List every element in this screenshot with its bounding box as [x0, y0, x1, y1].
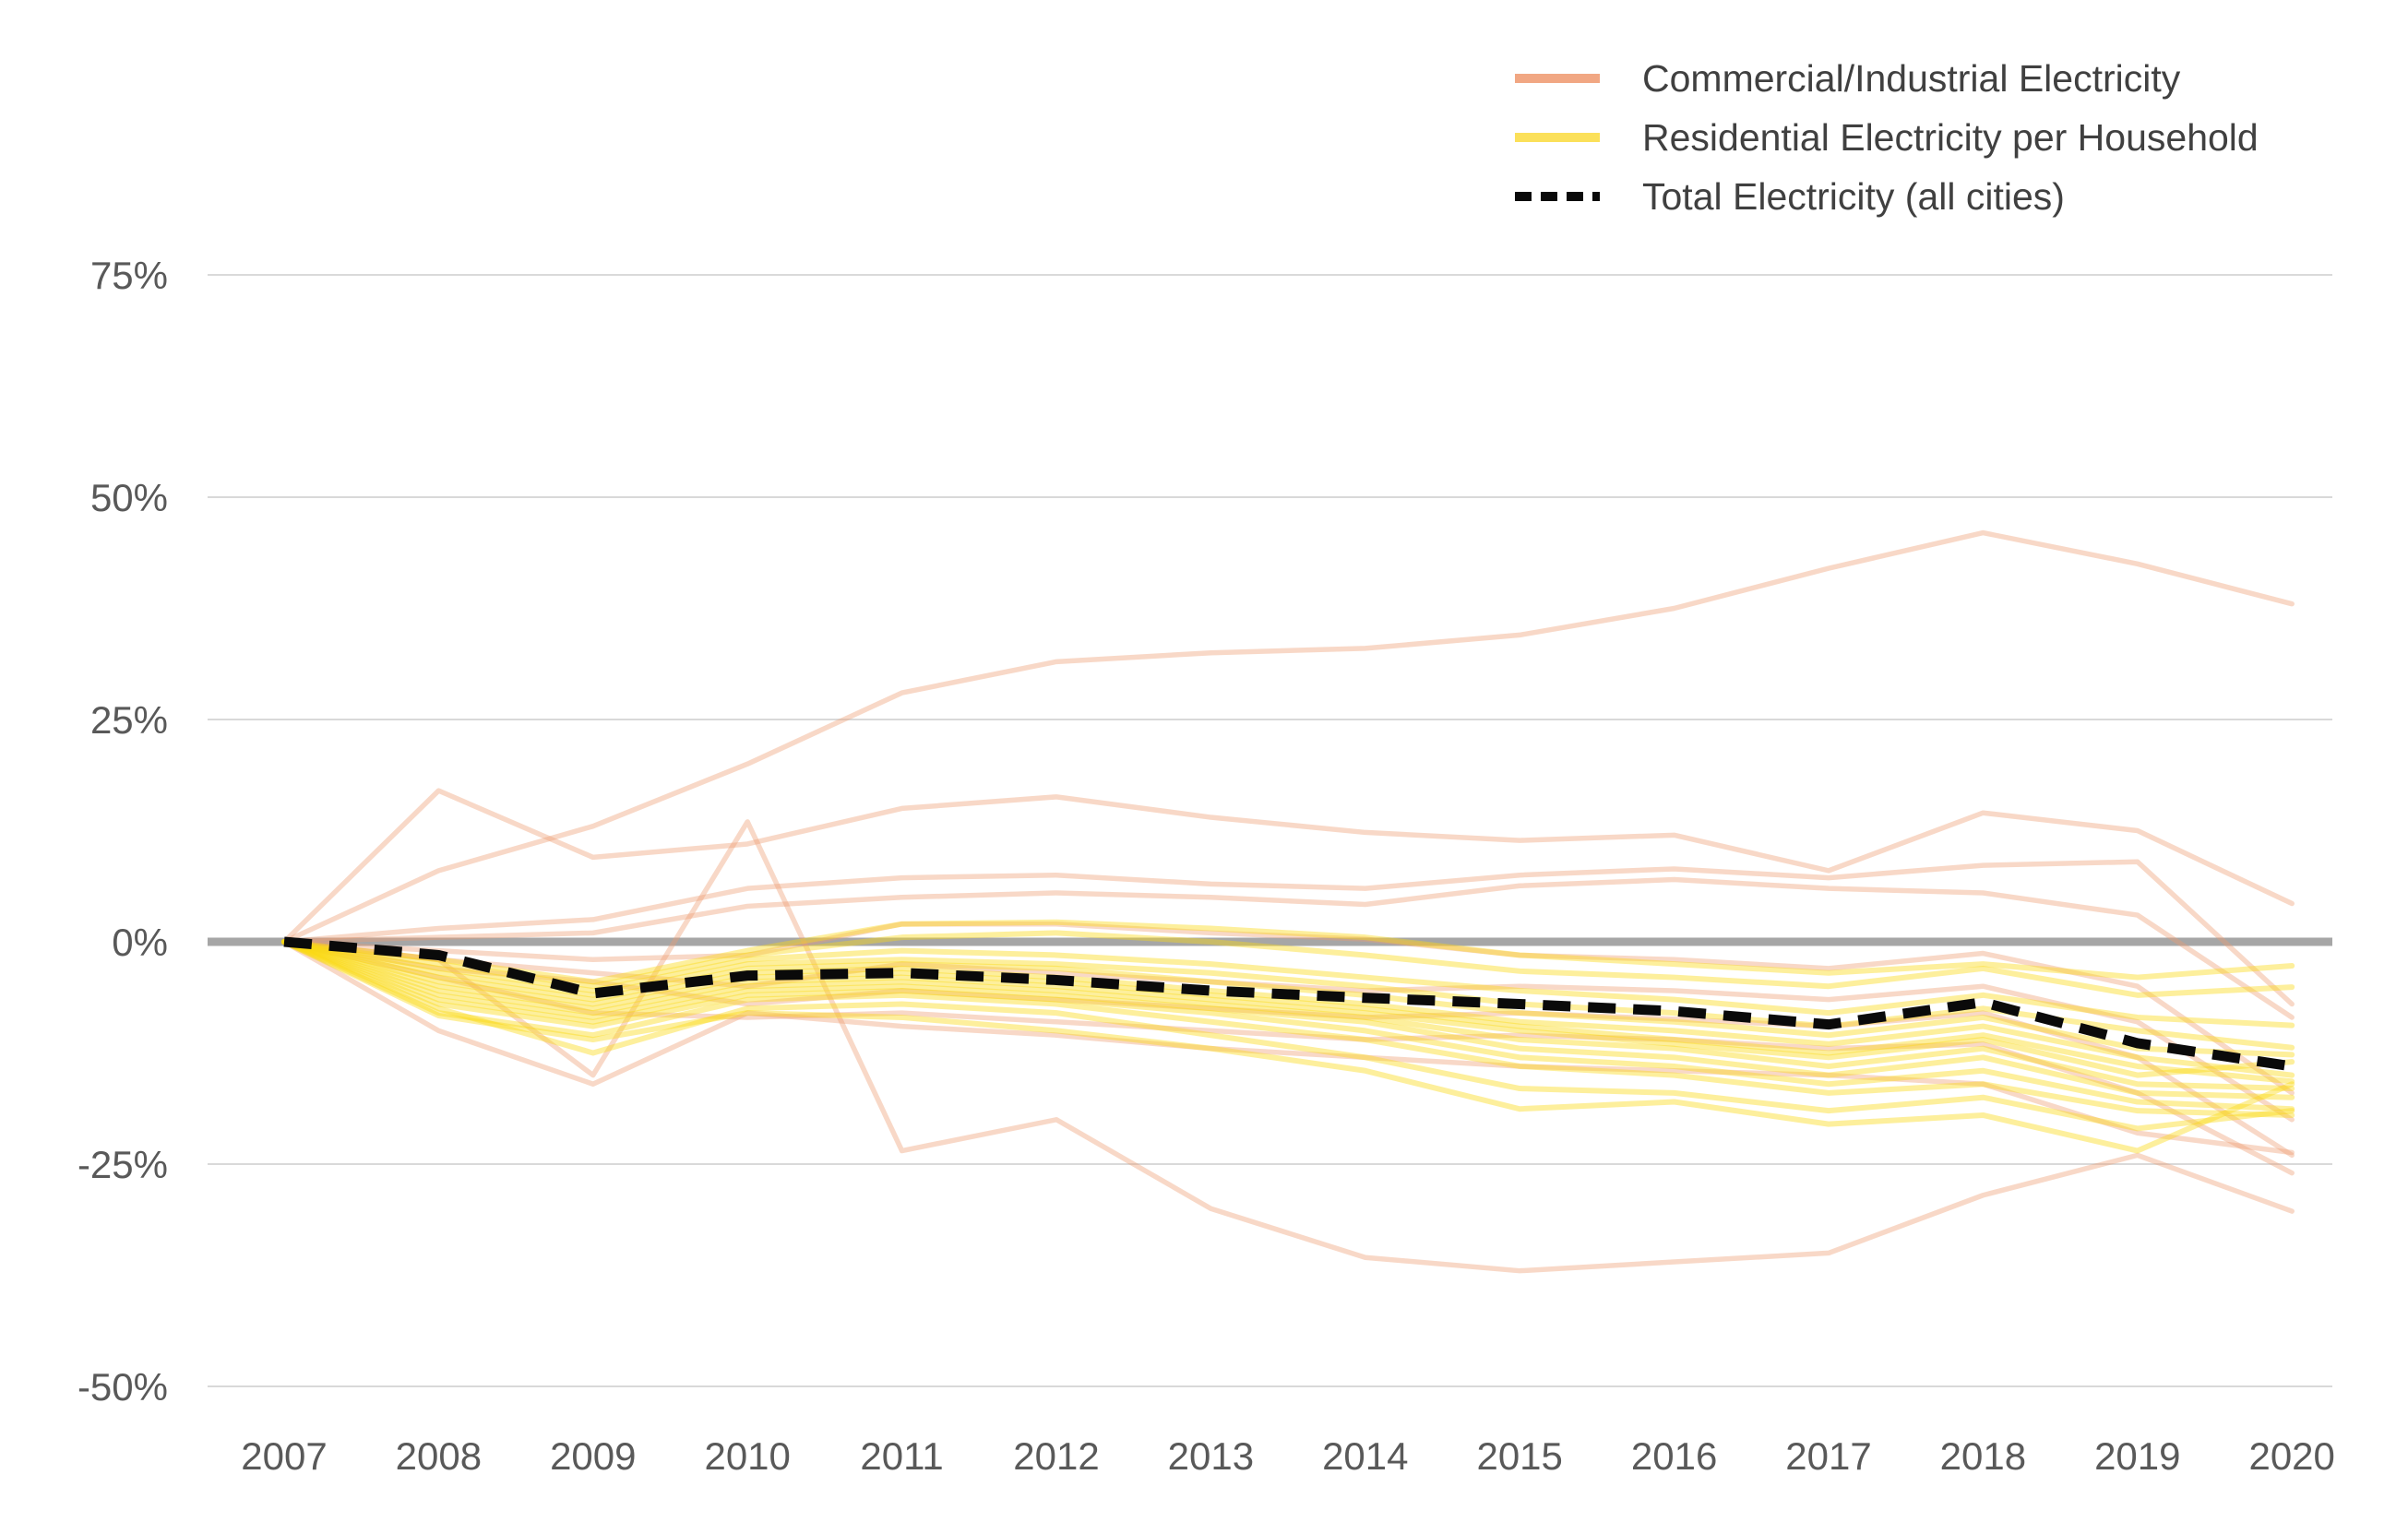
legend-label-total: Total Electricity (all cities)	[1642, 175, 2065, 218]
residential-line-11	[281, 939, 2295, 1112]
commercial-line-8	[281, 939, 2295, 1176]
total-dashed-line-swatch-icon	[1515, 192, 1600, 201]
legend-item-residential: Residential Electricity per Household	[1513, 114, 2259, 161]
y-axis-tick-label: 50%	[90, 476, 168, 519]
x-axis-tick-label: 2012	[1013, 1434, 1099, 1478]
commercial-line-9	[281, 939, 2295, 1156]
x-axis-tick-label: 2018	[1940, 1434, 2026, 1478]
commercial-line-10	[281, 819, 2295, 1274]
total-line	[283, 936, 2294, 1072]
residential-line-7	[281, 939, 2295, 1085]
residential-line-2	[281, 930, 2295, 998]
residential-line-swatch-icon	[1515, 133, 1600, 142]
x-axis-tick-label: 2008	[396, 1434, 482, 1478]
y-axis-tick-label: 75%	[90, 254, 168, 297]
chart-legend: Commercial/Industrial Electricity Reside…	[1513, 55, 2259, 220]
commercial-line-4	[281, 876, 2295, 1020]
y-axis-tick-label: -25%	[77, 1143, 168, 1186]
residential-line-8	[281, 939, 2295, 1078]
x-axis-tick-label: 2009	[550, 1434, 636, 1478]
residential-line-13	[281, 939, 2295, 1132]
x-axis-tick-label: 2016	[1631, 1434, 1717, 1478]
commercial-line-2	[281, 788, 2295, 945]
commercial-line-swatch-icon	[1515, 74, 1600, 83]
residential-line-14	[281, 939, 2295, 1154]
y-axis-tick-label: -50%	[77, 1365, 168, 1409]
residential-line-12	[281, 939, 2295, 1118]
residential-line-9	[281, 939, 2295, 1092]
x-axis-tick-label: 2020	[2248, 1434, 2334, 1478]
y-axis-tick-label: 0%	[112, 921, 168, 964]
x-axis-tick-label: 2007	[241, 1434, 327, 1478]
commercial-line-3	[281, 859, 2295, 1007]
legend-label-commercial: Commercial/Industrial Electricity	[1642, 57, 2181, 100]
commercial-line-5	[281, 921, 2295, 1096]
x-axis-tick-label: 2011	[860, 1434, 943, 1478]
x-axis-tick-label: 2010	[704, 1434, 790, 1478]
y-axis-tick-label: 25%	[90, 698, 168, 742]
legend-item-total: Total Electricity (all cities)	[1513, 173, 2259, 220]
residential-line-1	[281, 919, 2295, 985]
legend-label-residential: Residential Electricity per Household	[1642, 116, 2259, 159]
x-axis-tick-label: 2015	[1476, 1434, 1562, 1478]
x-axis-tick-label: 2017	[1785, 1434, 1871, 1478]
x-axis-tick-label: 2014	[1322, 1434, 1408, 1478]
commercial-line-1	[281, 529, 2295, 945]
x-axis-tick-label: 2019	[2094, 1434, 2180, 1478]
residential-line-10	[281, 939, 2295, 1100]
x-axis-tick-label: 2013	[1168, 1434, 1254, 1478]
commercial-line-6	[281, 939, 2295, 1123]
legend-item-commercial: Commercial/Industrial Electricity	[1513, 55, 2259, 101]
